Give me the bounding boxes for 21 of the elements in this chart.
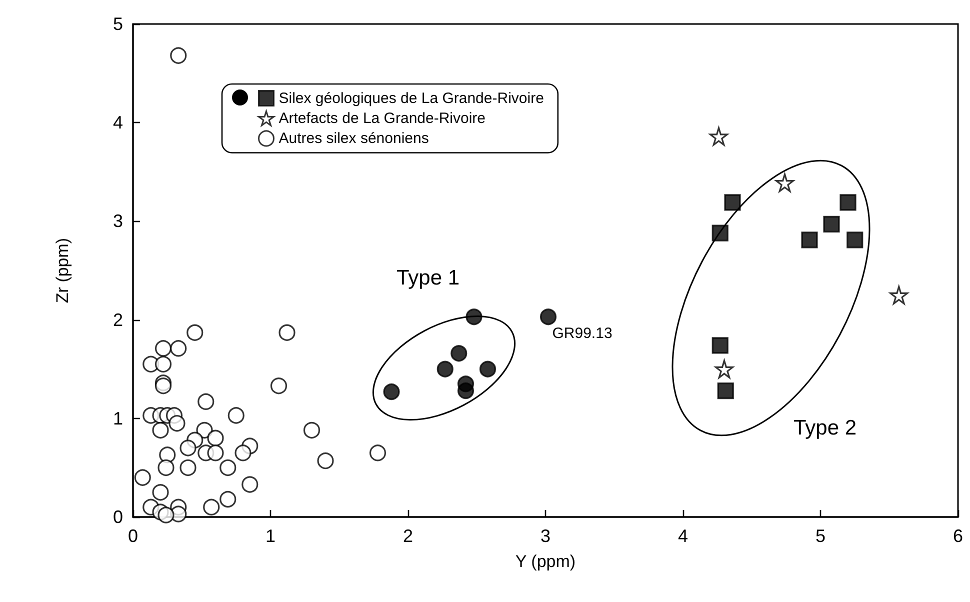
x-tick-label: 6 xyxy=(952,526,964,546)
annotation: Type 2 xyxy=(793,416,857,440)
x-tick-label: 0 xyxy=(128,526,138,546)
legend-label: Artefacts de La Grande-Rivoire xyxy=(278,110,486,127)
x-tick-label: 3 xyxy=(540,526,551,546)
x-tick-label: 4 xyxy=(678,526,688,546)
y-tick-label: 3 xyxy=(112,211,123,232)
y-tick-label: 2 xyxy=(112,310,123,330)
y-tick-label: 4 xyxy=(112,112,123,133)
y-tick-label: 1 xyxy=(112,408,123,428)
y-tick-label: 5 xyxy=(112,14,123,34)
annotation: GR99.13 xyxy=(552,324,612,342)
annotation: Type 1 xyxy=(396,266,460,290)
x-tick-label: 2 xyxy=(402,526,414,546)
x-tick-label: 5 xyxy=(815,526,826,546)
x-tick-label: 1 xyxy=(265,526,276,546)
y-tick-label: 0 xyxy=(112,507,123,527)
y-axis-title: Zr (ppm) xyxy=(53,238,72,304)
legend-label: Silex géologiques de La Grande-Rivoire xyxy=(278,90,544,107)
legend-label: Autres silex sénoniens xyxy=(278,130,429,147)
x-axis-title: Y (ppm) xyxy=(515,552,576,571)
